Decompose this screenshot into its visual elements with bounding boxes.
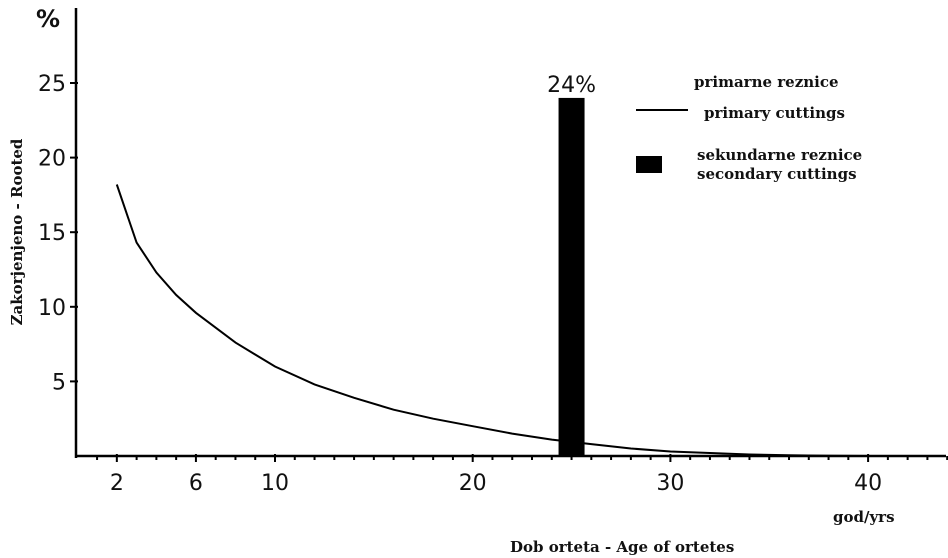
legend-box-marker (636, 156, 662, 173)
x-tick-label: 6 (189, 471, 203, 496)
x-tick-label: 10 (261, 471, 289, 496)
y-tick-label: 25 (38, 72, 66, 97)
series-line-primary-cuttings (115, 184, 869, 457)
legend: primarne reznice primary cuttings sekund… (636, 73, 862, 183)
x-tick-label: 20 (459, 471, 487, 496)
bar-secondary-cuttings (558, 97, 585, 457)
y-unit-label: % (36, 5, 60, 33)
y-tick-label: 20 (38, 147, 66, 172)
x-unit-label: god/yrs (833, 508, 895, 526)
bar-value-label: 24% (547, 73, 596, 98)
y-ticks: 5 10 15 20 25 (38, 72, 78, 395)
legend-primary-line2: primary cuttings (704, 104, 845, 122)
y-tick-label: 15 (38, 221, 66, 246)
y-tick-label: 10 (38, 296, 66, 321)
x-tick-label: 40 (854, 471, 882, 496)
legend-secondary-line2: secondary cuttings (697, 165, 857, 183)
x-axis-title: Dob orteta - Age of ortetes (510, 538, 734, 556)
legend-primary-line1: primarne reznice (694, 73, 839, 91)
x-tick-label: 2 (110, 471, 124, 496)
legend-secondary-line1: sekundarne reznice (697, 146, 862, 164)
x-tick-label: 30 (656, 471, 684, 496)
y-tick-label: 5 (52, 370, 66, 395)
x-ticks: 2 6 10 20 30 40 (96, 454, 948, 496)
y-axis-title: Zakorjenjeno - Rooted (8, 138, 26, 325)
